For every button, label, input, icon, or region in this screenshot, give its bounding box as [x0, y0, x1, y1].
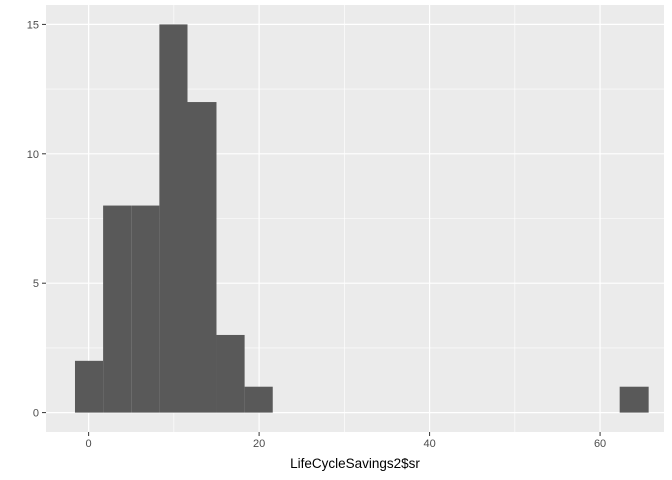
- histogram-bar: [244, 386, 273, 413]
- histogram-bar: [619, 386, 649, 413]
- histogram-bar: [159, 24, 188, 413]
- histogram-bar: [216, 334, 245, 413]
- y-tick-label: 15: [27, 19, 39, 31]
- y-axis: 0 5 10 15: [27, 19, 46, 420]
- x-axis: 0 20 40 60: [86, 432, 606, 450]
- histogram-bar: [74, 360, 104, 413]
- x-tick-label: 60: [594, 438, 606, 450]
- x-tick-label: 0: [86, 438, 92, 450]
- x-axis-title: LifeCycleSavings2$sr: [290, 456, 420, 471]
- y-tick-label: 5: [33, 278, 39, 290]
- histogram-bar: [187, 102, 217, 413]
- histogram-bar: [103, 205, 132, 413]
- histogram-bar: [131, 205, 160, 413]
- y-tick-label: 0: [33, 408, 39, 420]
- x-tick-label: 40: [423, 438, 435, 450]
- x-tick-label: 20: [253, 438, 265, 450]
- y-tick-label: 10: [27, 149, 39, 161]
- histogram-bars: [74, 24, 649, 413]
